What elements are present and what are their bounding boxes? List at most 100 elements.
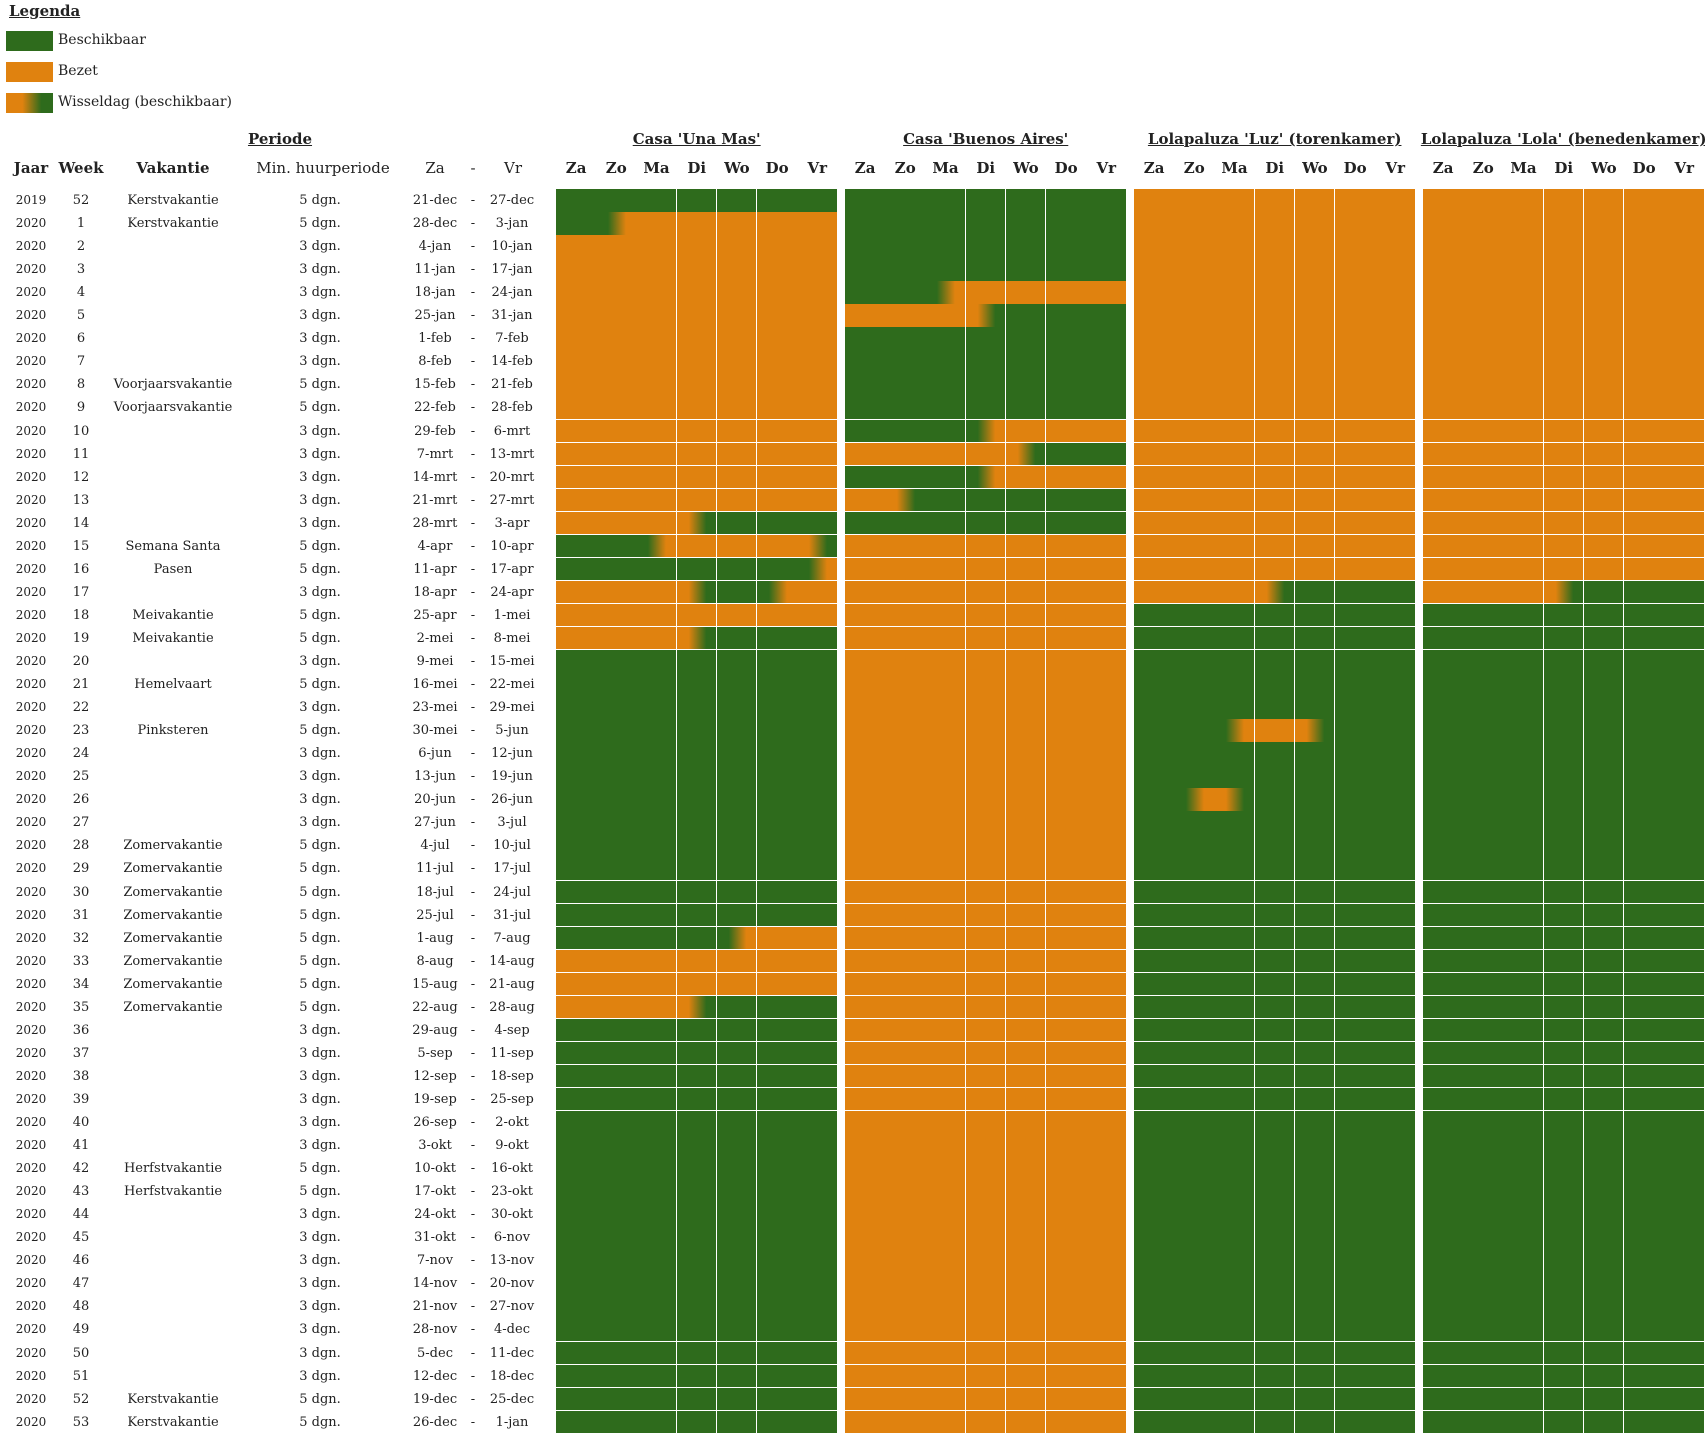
- availability-cell: [716, 696, 758, 720]
- availability-cell: [1214, 1180, 1256, 1204]
- cell-start-date: 25-apr: [413, 607, 457, 623]
- cell-dash: -: [470, 999, 476, 1015]
- availability-cell: [1583, 696, 1625, 720]
- availability-cell: [757, 1410, 798, 1435]
- cell-end-date: 27-dec: [489, 193, 535, 208]
- availability-cell: [1005, 235, 1047, 259]
- availability-cell: [556, 1410, 597, 1435]
- availability-cell: [1423, 350, 1464, 374]
- availability-cell: [925, 742, 967, 766]
- availability-cell: [1503, 534, 1545, 559]
- cell-end-date: 10-apr: [490, 538, 534, 554]
- availability-cell: [676, 811, 718, 835]
- availability-cell: [885, 603, 926, 628]
- availability-cell: [1664, 189, 1705, 213]
- availability-cell: [1375, 880, 1416, 905]
- availability-cell: [885, 811, 926, 835]
- availability-cell: [885, 1318, 926, 1342]
- availability-cell: [1086, 834, 1127, 858]
- availability-cell: [885, 1087, 926, 1112]
- availability-cell: [1294, 673, 1336, 697]
- availability-cell: [596, 396, 637, 420]
- availability-cell: [716, 419, 758, 444]
- availability-cell: [556, 1272, 597, 1296]
- availability-cell: [1375, 742, 1416, 766]
- availability-cell: [965, 788, 1007, 812]
- availability-cell: [556, 603, 597, 628]
- availability-cell: [1375, 373, 1416, 397]
- legend-label-changeover: Wisseldag (beschikbaar): [58, 94, 232, 110]
- property-title: Casa 'Una Mas': [632, 130, 761, 148]
- availability-cell: [845, 788, 886, 812]
- availability-cell: [636, 1318, 678, 1342]
- availability-cell: [596, 1018, 637, 1043]
- availability-cell: [1423, 1203, 1464, 1227]
- availability-cell: [596, 442, 637, 467]
- availability-cell: [636, 1064, 678, 1089]
- availability-cell: [1335, 603, 1376, 628]
- cell-min-huurperiode: 5 dgn.: [299, 538, 341, 554]
- table-row: 2020 28 Zomervakantie 5 dgn. 4-jul 10-jul -: [0, 834, 1705, 857]
- availability-cell: [1543, 212, 1585, 236]
- availability-cell: [965, 903, 1007, 928]
- availability-cell: [1503, 580, 1545, 605]
- availability-cell: [1503, 442, 1545, 467]
- availability-cell: [596, 880, 637, 905]
- availability-cell: [1046, 511, 1087, 536]
- cell-week: 7: [76, 354, 86, 370]
- availability-cell: [1254, 834, 1296, 858]
- availability-cell: [1134, 327, 1175, 351]
- availability-cell: [1046, 834, 1087, 858]
- availability-cell: [885, 995, 926, 1020]
- availability-cell: [1543, 1410, 1585, 1435]
- availability-cell: [1294, 1180, 1336, 1204]
- cell-week: 2: [76, 239, 86, 255]
- availability-cell: [1583, 327, 1625, 351]
- availability-cell: [636, 1203, 678, 1227]
- availability-cell: [1463, 995, 1504, 1020]
- availability-cell: [1503, 396, 1545, 420]
- availability-cell: [1664, 1410, 1705, 1435]
- availability-cell: [1664, 465, 1705, 490]
- availability-cell: [845, 1157, 886, 1181]
- availability-cell: [1046, 1064, 1087, 1089]
- availability-cell: [1134, 995, 1175, 1020]
- availability-cell: [1335, 995, 1376, 1020]
- availability-cell: [556, 1041, 597, 1066]
- availability-cell: [1005, 949, 1047, 974]
- availability-cell: [1086, 1272, 1127, 1296]
- cell-start-date: 25-jul: [416, 907, 454, 923]
- availability-cell: [885, 1157, 926, 1181]
- availability-cell: [1134, 857, 1175, 881]
- availability-cell: [676, 534, 718, 559]
- availability-cell: [1086, 580, 1127, 605]
- cell-dash: -: [470, 308, 476, 324]
- availability-cell: [885, 281, 926, 305]
- cell-start-date: 18-jul: [416, 884, 454, 900]
- day-header-za: Za: [565, 159, 587, 177]
- availability-cell: [556, 1364, 597, 1389]
- availability-cell: [1543, 189, 1585, 213]
- availability-cell: [1005, 1157, 1047, 1181]
- availability-cell: [596, 1064, 637, 1089]
- availability-cell: [885, 465, 926, 490]
- availability-cell: [797, 442, 838, 467]
- availability-cell: [797, 534, 838, 559]
- availability-cell: [1624, 857, 1665, 881]
- cell-start-date: 5-sep: [417, 1045, 453, 1061]
- table-row: 2020 51 3 dgn. 12-dec 18-dec -: [0, 1365, 1705, 1388]
- day-header-ma: Ma: [932, 159, 959, 177]
- cell-start-date: 1-aug: [416, 930, 454, 946]
- availability-cell: [1086, 189, 1127, 213]
- availability-cell: [716, 1157, 758, 1181]
- availability-cell: [1335, 834, 1376, 858]
- availability-cell: [1294, 834, 1336, 858]
- availability-cell: [965, 1203, 1007, 1227]
- availability-cell: [556, 742, 597, 766]
- cell-vakantie: Hemelvaart: [134, 677, 212, 693]
- cell-week: 25: [72, 769, 90, 785]
- availability-cell: [925, 1364, 967, 1389]
- availability-cell: [1624, 742, 1665, 766]
- availability-cell: [1214, 442, 1256, 467]
- availability-cell: [1583, 1318, 1625, 1342]
